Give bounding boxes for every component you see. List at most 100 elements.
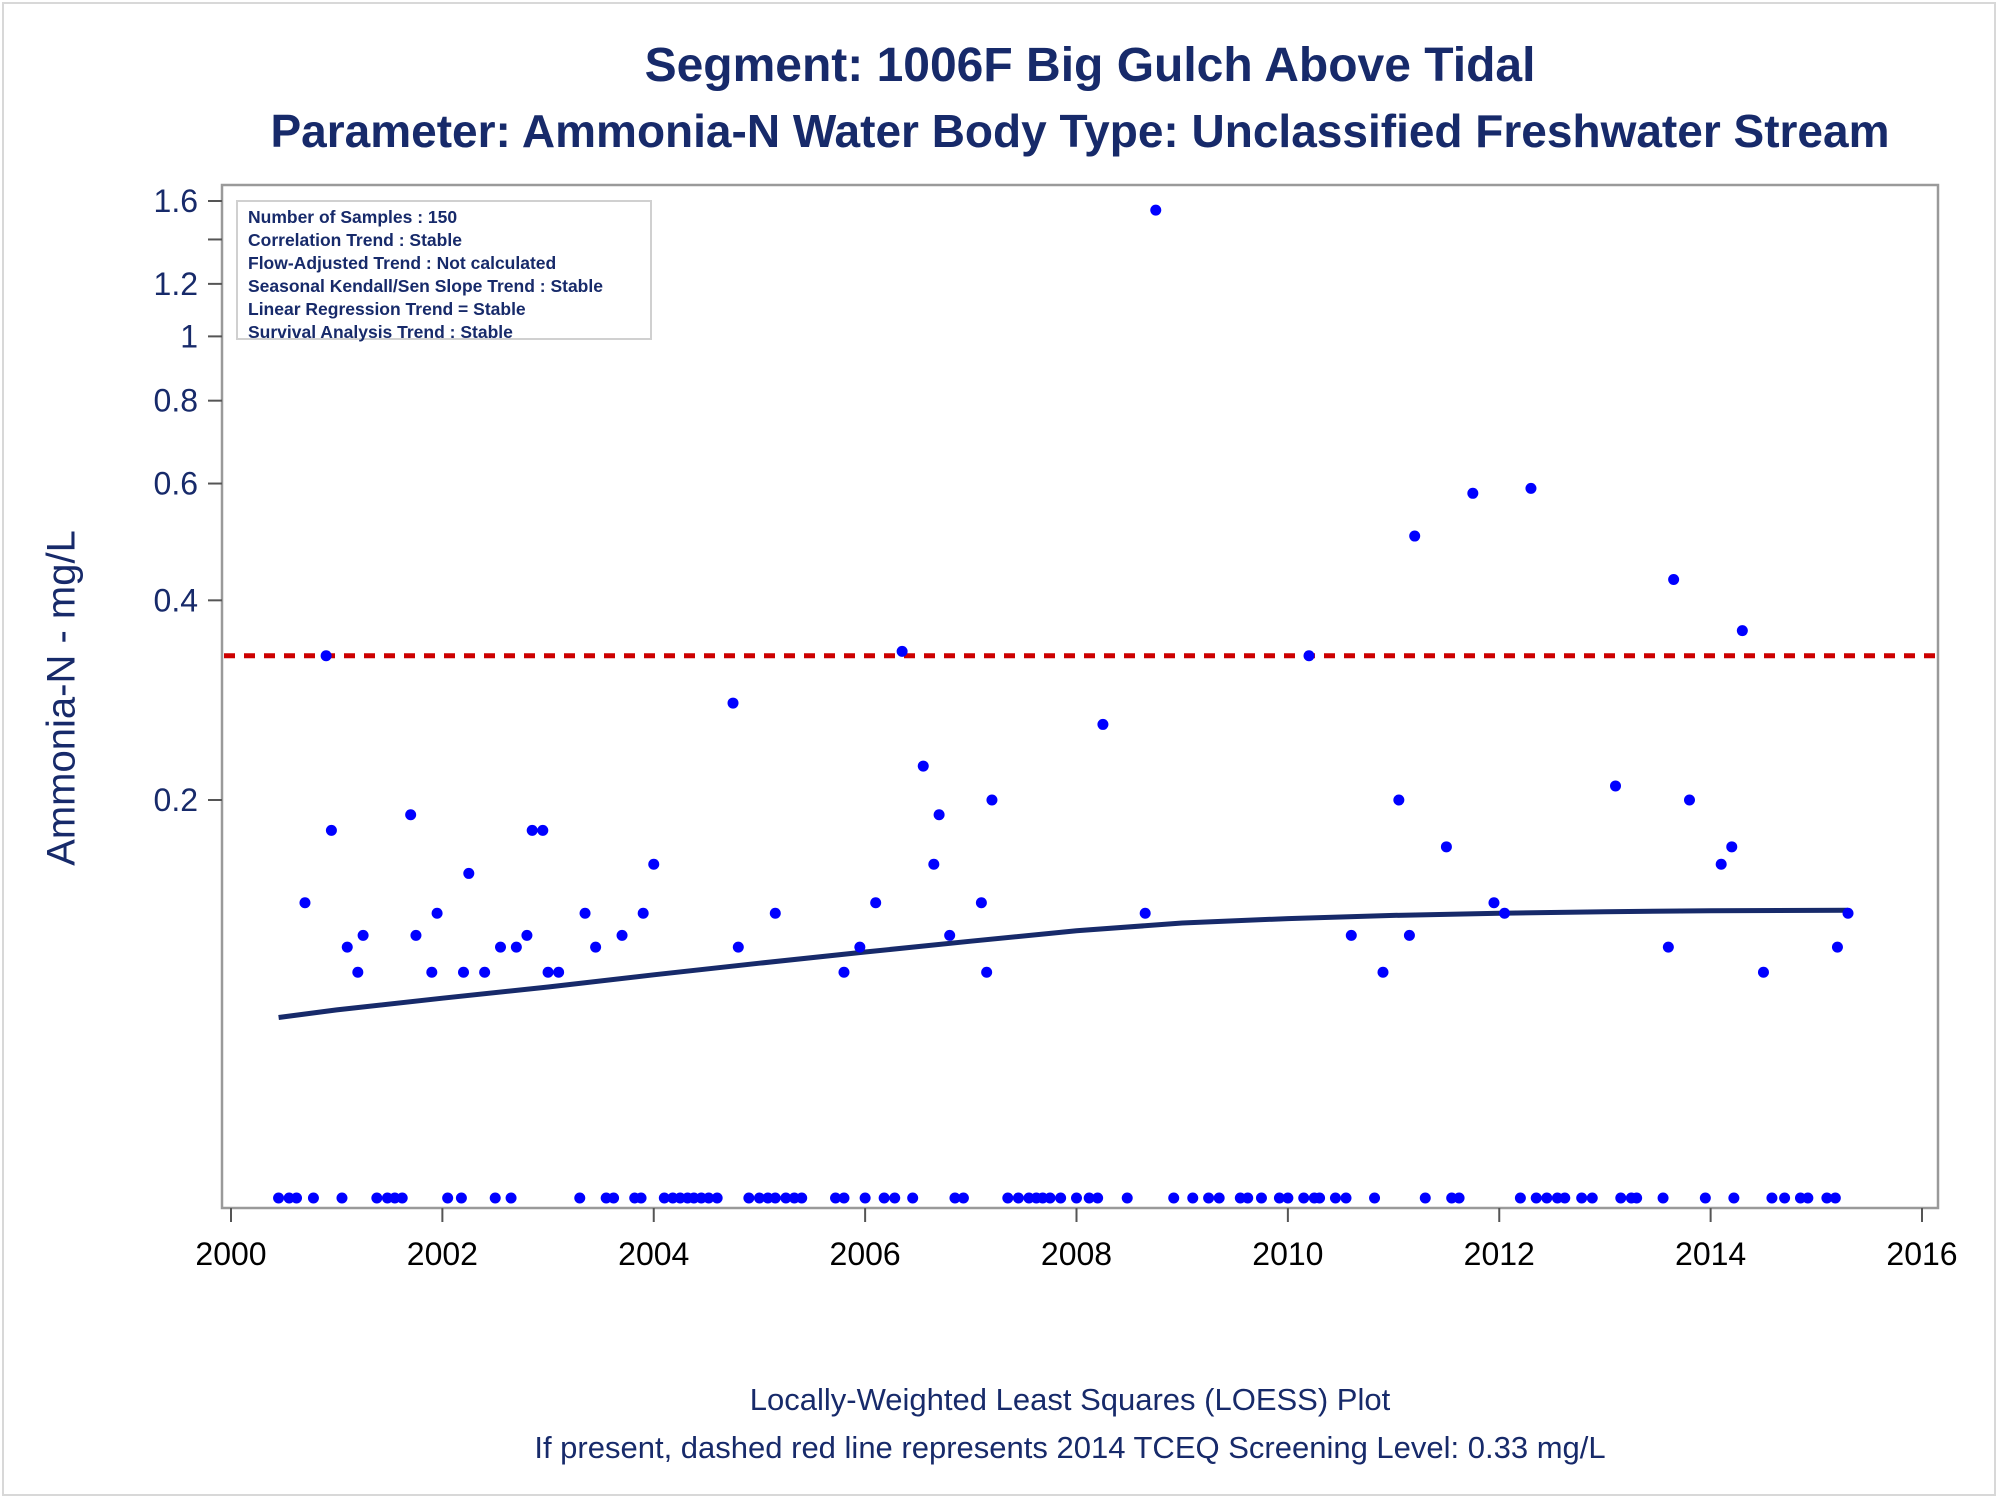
nondetect-point: [1071, 1192, 1082, 1204]
nondetect-point: [1728, 1192, 1740, 1204]
data-point: [299, 897, 311, 909]
data-point: [1403, 929, 1415, 941]
nondetect-point: [796, 1192, 808, 1204]
info-linear-regression-trend: Linear Regression Trend = Stable: [248, 299, 526, 319]
nondetect-point: [957, 1192, 969, 1204]
x-tick-label: 2000: [195, 1236, 266, 1272]
nondetect-point: [455, 1192, 467, 1204]
data-point: [1736, 625, 1748, 637]
info-samples: Number of Samples : 150: [248, 207, 458, 227]
data-point: [553, 966, 565, 978]
data-point: [1831, 941, 1843, 953]
info-correlation-trend: Correlation Trend : Stable: [248, 230, 462, 250]
nondetect-point: [1242, 1192, 1254, 1204]
x-tick-label: 2008: [1041, 1236, 1112, 1272]
nondetect-point: [1187, 1192, 1199, 1204]
data-point: [1440, 841, 1452, 853]
nondetect-point: [1779, 1192, 1791, 1204]
data-point: [590, 941, 602, 953]
nondetect-point: [1615, 1192, 1627, 1204]
y-tick-label: 0.8: [154, 383, 198, 419]
data-point: [1499, 907, 1511, 919]
data-point: [1525, 482, 1537, 494]
nondetect-point: [442, 1192, 454, 1204]
x-tick-label: 2014: [1675, 1236, 1746, 1272]
nondetect-point: [336, 1192, 348, 1204]
y-tick-label: 1.2: [154, 266, 198, 302]
nondetect-point: [1092, 1192, 1104, 1204]
data-point: [917, 760, 929, 772]
data-point: [1842, 907, 1854, 919]
data-point: [521, 929, 533, 941]
nondetect-point: [291, 1192, 303, 1204]
data-point: [458, 966, 470, 978]
data-point: [537, 824, 549, 836]
data-point: [341, 941, 353, 953]
data-point: [1610, 780, 1622, 792]
data-point: [1757, 966, 1769, 978]
nondetect-point: [1766, 1192, 1778, 1204]
nondetect-point: [1282, 1192, 1294, 1204]
x-tick-label: 2012: [1464, 1236, 1535, 1272]
x-tick-label: 2010: [1252, 1236, 1323, 1272]
data-point: [1409, 530, 1421, 542]
data-point: [1726, 841, 1738, 853]
data-point: [325, 824, 337, 836]
data-point: [727, 697, 739, 709]
nondetect-point: [1298, 1192, 1310, 1204]
nondetect-point: [1559, 1192, 1571, 1204]
nondetect-point: [1514, 1192, 1526, 1204]
data-point: [1097, 718, 1109, 730]
trend-info-box: Number of Samples : 150 Correlation Tren…: [236, 200, 652, 342]
data-point: [648, 858, 660, 870]
data-point: [928, 858, 940, 870]
data-point: [1377, 966, 1389, 978]
data-point: [944, 929, 956, 941]
data-point: [1303, 650, 1315, 662]
nondetect-point: [1821, 1192, 1833, 1204]
data-point: [896, 645, 908, 657]
data-point: [1393, 794, 1405, 806]
nondetect-point: [1802, 1192, 1814, 1204]
nondetect-point: [1530, 1192, 1542, 1204]
footnote-screening-level: If present, dashed red line represents 2…: [534, 1430, 1606, 1465]
nondetect-point: [1576, 1192, 1588, 1204]
nondetect-point: [1255, 1192, 1267, 1204]
data-point: [526, 824, 538, 836]
data-point: [495, 941, 507, 953]
x-tick-label: 2004: [618, 1236, 689, 1272]
nondetect-point: [743, 1192, 755, 1204]
data-point: [510, 941, 522, 953]
nondetect-point: [608, 1192, 620, 1204]
nondetect-point: [1055, 1192, 1067, 1204]
nondetect-point: [489, 1192, 501, 1204]
footnote-loess: Locally-Weighted Least Squares (LOESS) P…: [749, 1382, 1391, 1417]
nondetect-point: [1657, 1192, 1669, 1204]
x-tick-label: 2016: [1886, 1236, 1957, 1272]
y-tick-label: 0.6: [154, 466, 198, 502]
nondetect-point: [780, 1192, 792, 1204]
loess-line: [278, 907, 1849, 1020]
y-tick-label: 1.6: [154, 183, 198, 219]
nondetect-point: [1369, 1192, 1381, 1204]
nondetect-point: [703, 1192, 715, 1204]
nondetect-point: [753, 1192, 765, 1204]
nondetect-point: [1314, 1192, 1326, 1204]
data-point: [426, 966, 438, 978]
data-point: [1662, 941, 1674, 953]
data-point: [542, 966, 554, 978]
data-point: [870, 897, 882, 909]
data-point: [769, 907, 781, 919]
data-point: [352, 966, 364, 978]
nondetect-point: [907, 1192, 919, 1204]
nondetect-point: [1829, 1192, 1841, 1204]
info-seasonal-kendall-trend: Seasonal Kendall/Sen Slope Trend : Stabl…: [248, 276, 603, 296]
y-tick-label: 1: [180, 318, 198, 354]
data-point: [357, 929, 369, 941]
nondetect-point: [1213, 1192, 1225, 1204]
nondetect-point: [859, 1192, 871, 1204]
data-point: [1668, 574, 1680, 586]
data-point: [410, 929, 422, 941]
nondetect-point: [635, 1192, 647, 1204]
